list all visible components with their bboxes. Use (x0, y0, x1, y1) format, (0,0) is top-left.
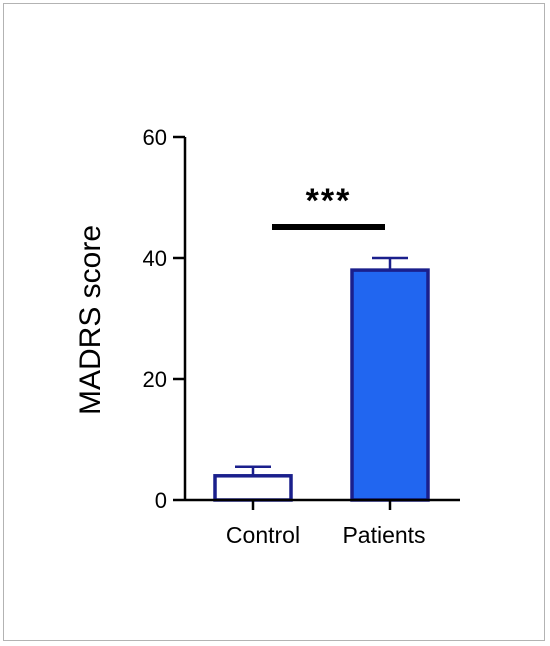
y-axis-title: MADRS score (74, 225, 107, 415)
significance-label: *** (306, 182, 352, 220)
x-category-label: Patients (342, 522, 425, 548)
y-tick-label: 20 (143, 367, 167, 392)
figure-frame (3, 3, 545, 641)
y-tick-label: 0 (155, 488, 167, 513)
x-axis: Control Patients (185, 498, 460, 548)
y-tick-label: 60 (143, 125, 167, 150)
y-axis: 0 20 40 60 (143, 125, 187, 513)
bar-control (213, 474, 293, 502)
significance-annotation: *** (272, 182, 385, 230)
x-category-label: Control (226, 522, 300, 548)
bars (213, 256, 430, 502)
bar-patients (350, 268, 430, 502)
y-tick-label: 40 (143, 246, 167, 271)
